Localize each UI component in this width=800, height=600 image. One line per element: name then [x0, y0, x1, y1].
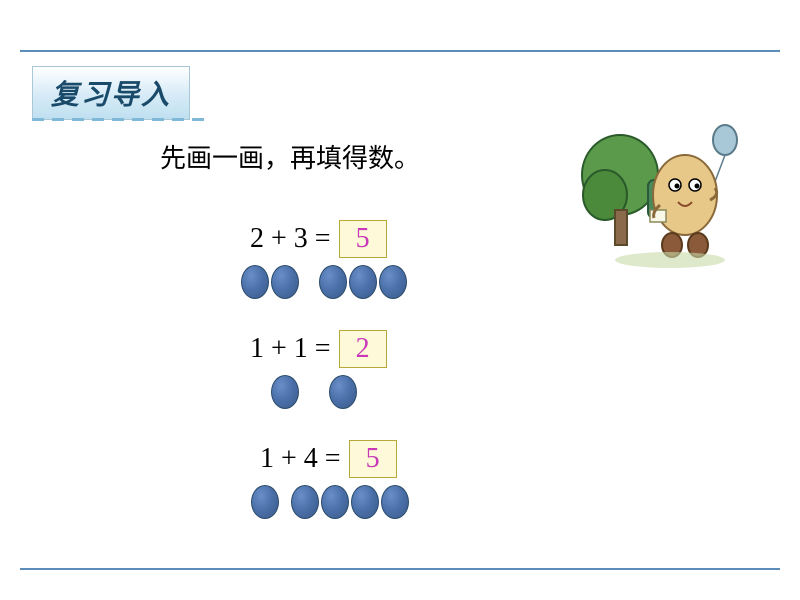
- dot-group: [240, 265, 300, 299]
- section-title-box: 复习导入: [32, 66, 190, 120]
- equation-2-answer: 2: [339, 330, 387, 368]
- potato-hiker-icon: [580, 120, 750, 280]
- equation-1-dots: [240, 265, 408, 299]
- bottom-divider: [20, 568, 780, 570]
- dot-group: [318, 265, 408, 299]
- equation-3-answer: 5: [349, 440, 397, 478]
- section-title: 复习导入: [51, 80, 171, 111]
- equation-3: 1 + 4 = 5: [260, 440, 397, 478]
- equation-3-expression: 1 + 4 =: [260, 443, 341, 475]
- equation-1-answer: 5: [339, 220, 387, 258]
- equation-2-expression: 1 + 1 =: [250, 333, 331, 365]
- title-underline-dashes: [32, 118, 204, 121]
- equation-3-dots: [250, 485, 410, 519]
- dot-group: [250, 485, 280, 519]
- dot-group: [270, 375, 300, 409]
- instruction-text: 先画一画，再填得数。: [160, 138, 420, 175]
- equation-2: 1 + 1 = 2: [250, 330, 387, 368]
- equation-2-dots: [270, 375, 358, 409]
- dot-group: [328, 375, 358, 409]
- equation-1: 2 + 3 = 5: [250, 220, 387, 258]
- equation-1-expression: 2 + 3 =: [250, 223, 331, 255]
- dot-group: [290, 485, 410, 519]
- top-divider: [20, 50, 780, 52]
